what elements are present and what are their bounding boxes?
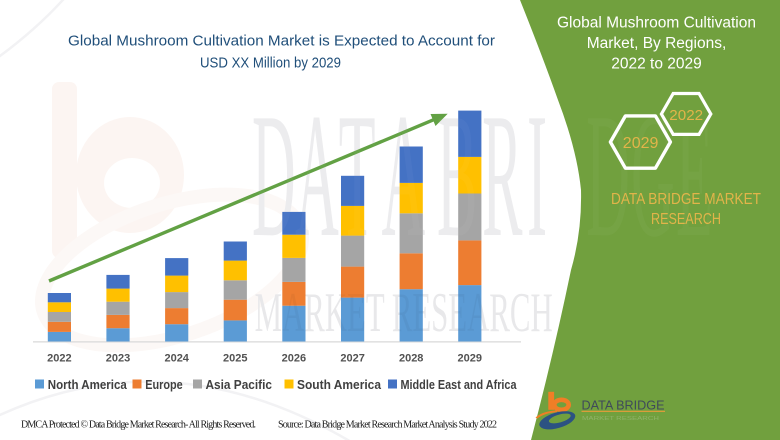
svg-text:2022: 2022: [47, 353, 71, 365]
svg-text:DATA BRIDGE: DATA BRIDGE: [582, 398, 665, 413]
svg-text:Global Mushroom Cultivation Ma: Global Mushroom Cultivation Market is Ex…: [68, 33, 495, 50]
svg-text:Global Mushroom Cultivation: Global Mushroom Cultivation: [557, 15, 756, 32]
svg-text:USD XX Million by 2029: USD XX Million by 2029: [200, 55, 341, 72]
svg-text:2023: 2023: [106, 353, 130, 365]
svg-text:2029: 2029: [458, 353, 482, 365]
svg-text:North America: North America: [48, 378, 128, 392]
svg-text:MARKET RESEARCH: MARKET RESEARCH: [255, 281, 553, 343]
svg-text:2022: 2022: [669, 107, 703, 124]
svg-text:Europe: Europe: [145, 378, 183, 392]
svg-text:DATA BRIDGE MARKET: DATA BRIDGE MARKET: [611, 191, 761, 208]
svg-text:2028: 2028: [399, 353, 423, 365]
svg-text:2022 to 2029: 2022 to 2029: [611, 55, 702, 72]
svg-text:South America: South America: [297, 378, 382, 392]
svg-text:2027: 2027: [340, 353, 364, 365]
svg-text:Asia Pacific: Asia Pacific: [206, 378, 273, 392]
svg-text:Source: Data Bridge Market Res: Source: Data Bridge Market Research Mark…: [278, 420, 497, 431]
svg-text:2024: 2024: [164, 353, 189, 365]
svg-text:2029: 2029: [623, 135, 659, 152]
svg-text:2025: 2025: [223, 353, 247, 365]
svg-text:2026: 2026: [282, 353, 306, 365]
svg-text:DMCA Protected © Data Bridge M: DMCA Protected © Data Bridge Market Rese…: [21, 420, 256, 431]
svg-text:MARKET RESEARCH: MARKET RESEARCH: [582, 416, 659, 422]
svg-text:Middle East and Africa: Middle East and Africa: [401, 378, 518, 392]
svg-text:Market, By Regions,: Market, By Regions,: [587, 35, 727, 52]
svg-text:RESEARCH: RESEARCH: [651, 211, 721, 228]
